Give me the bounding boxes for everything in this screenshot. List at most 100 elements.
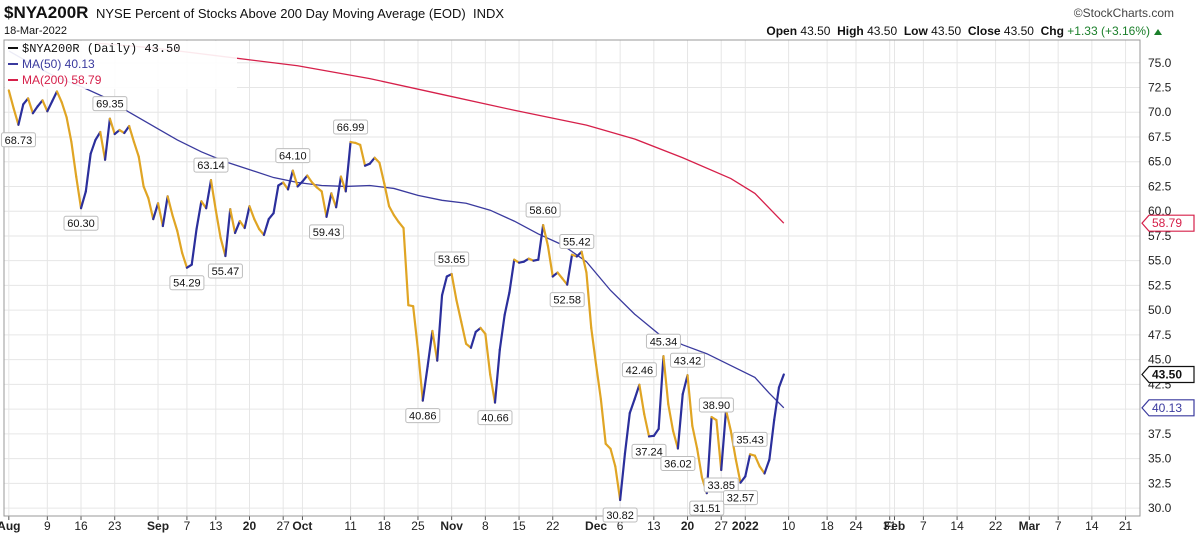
- description-text: NYSE Percent of Stocks Above 200 Day Mov…: [96, 6, 466, 21]
- annotation-label: 52.58: [553, 295, 581, 307]
- annotation-label: 64.10: [279, 151, 307, 163]
- price-segment: [156, 202, 164, 228]
- annotation-box: [722, 490, 758, 506]
- price-segment: [166, 195, 174, 217]
- annotation-box: [670, 352, 706, 368]
- price-segment: [412, 305, 420, 351]
- y-tick-label: 32.5: [1148, 476, 1172, 490]
- price-segment: [195, 200, 203, 231]
- price-segment: [79, 190, 87, 210]
- price-segment: [604, 442, 612, 450]
- annotation-label: 55.42: [563, 237, 591, 249]
- x-tick-label: Nov: [440, 519, 463, 533]
- price-segment: [614, 465, 622, 502]
- annotation-label: 63.14: [197, 160, 225, 172]
- price-segment: [60, 101, 68, 119]
- price-segment: [243, 205, 251, 230]
- price-segment: [638, 383, 646, 416]
- price-segment: [387, 205, 395, 217]
- price-segment: [103, 117, 111, 161]
- annotation-label: 37.24: [635, 446, 663, 458]
- annotation-label: 32.57: [727, 493, 755, 505]
- annotation-box: [645, 333, 681, 349]
- price-segment: [493, 348, 501, 404]
- ohlc-readout: Open 43.50 High 43.50 Low 43.50 Close 43…: [766, 24, 1150, 38]
- legend-entry: MA(200) 58.79: [22, 73, 102, 87]
- low-value: 43.50: [931, 24, 962, 38]
- annotation-box: [63, 215, 99, 231]
- annotation-label: 55.47: [212, 266, 240, 278]
- x-tick-label: 7: [1055, 519, 1062, 533]
- chart-header: $NYA200R NYSE Percent of Stocks Above 20…: [0, 0, 1198, 40]
- price-segment: [397, 220, 405, 230]
- price-segment: [190, 227, 198, 266]
- annotation-label: 53.65: [438, 254, 466, 266]
- x-tick-label: 14: [950, 519, 964, 533]
- annotation-box: [92, 96, 128, 112]
- price-segment: [128, 124, 136, 144]
- price-segment: [142, 185, 150, 200]
- close-label: Close: [967, 24, 1001, 38]
- price-segment: [17, 103, 25, 126]
- x-tick-label: 24: [849, 519, 863, 533]
- price-segment: [724, 409, 732, 432]
- x-tick-label: Sep: [147, 519, 169, 533]
- x-tick-label: 6: [617, 519, 624, 533]
- price-segment: [566, 253, 574, 286]
- price-segment: [633, 383, 641, 401]
- price-segment: [344, 140, 352, 193]
- price-segment: [469, 330, 477, 349]
- stockcharts-watermark[interactable]: ©StockCharts.com: [1073, 6, 1174, 20]
- price-segment: [31, 105, 39, 115]
- axis-marker-label: 58.79: [1152, 216, 1182, 230]
- price-segment: [291, 169, 299, 188]
- x-tick-label: 25: [411, 519, 425, 533]
- y-tick-label: 67.5: [1148, 130, 1172, 144]
- x-tick-label: 15: [512, 519, 526, 533]
- annotation-box: [660, 456, 696, 472]
- price-segment: [267, 212, 275, 221]
- annotation-label: 58.60: [529, 205, 557, 217]
- price-segment: [209, 179, 217, 212]
- price-segment: [768, 418, 776, 461]
- price-segment: [253, 218, 261, 231]
- open-value: 43.50: [800, 24, 831, 38]
- price-segment: [224, 208, 232, 258]
- x-tick-label: 2022: [732, 519, 759, 533]
- price-segment: [70, 140, 78, 178]
- legend-box: [5, 41, 237, 89]
- annotation-box: [689, 500, 725, 516]
- annotation-label: 66.99: [337, 122, 365, 134]
- price-segment: [686, 374, 694, 428]
- x-tick-label: 14: [1085, 519, 1099, 533]
- price-segment: [739, 475, 747, 484]
- price-segment: [46, 100, 54, 113]
- y-tick-label: 65.0: [1148, 155, 1172, 169]
- price-segment: [426, 329, 434, 368]
- annotation-label: 59.43: [313, 227, 341, 239]
- price-segment: [272, 184, 280, 215]
- annotation-box: [275, 148, 311, 164]
- annotation-label: 43.42: [674, 355, 702, 367]
- chg-value: +1.33 (+3.16%): [1067, 24, 1150, 38]
- price-segment: [161, 195, 169, 228]
- price-segment: [542, 223, 550, 247]
- open-label: Open: [766, 24, 798, 38]
- x-tick-label: 20: [681, 519, 695, 533]
- annotation-label: 35.43: [736, 434, 764, 446]
- legend-entry: $NYA200R (Daily) 43.50: [22, 42, 180, 56]
- price-segment: [229, 208, 237, 235]
- y-tick-label: 70.0: [1148, 105, 1172, 119]
- annotation-label: 68.73: [5, 135, 33, 147]
- price-segment: [421, 365, 429, 402]
- y-tick-label: 30.0: [1148, 501, 1172, 515]
- price-segment: [484, 332, 492, 376]
- price-segment: [546, 244, 554, 278]
- price-segment: [489, 373, 497, 404]
- chart-date: 18-Mar-2022: [4, 25, 67, 37]
- x-tick-label: 20: [243, 519, 257, 533]
- y-tick-label: 55.0: [1148, 254, 1172, 268]
- x-tick-label: Feb: [884, 519, 905, 533]
- price-segment: [219, 236, 227, 258]
